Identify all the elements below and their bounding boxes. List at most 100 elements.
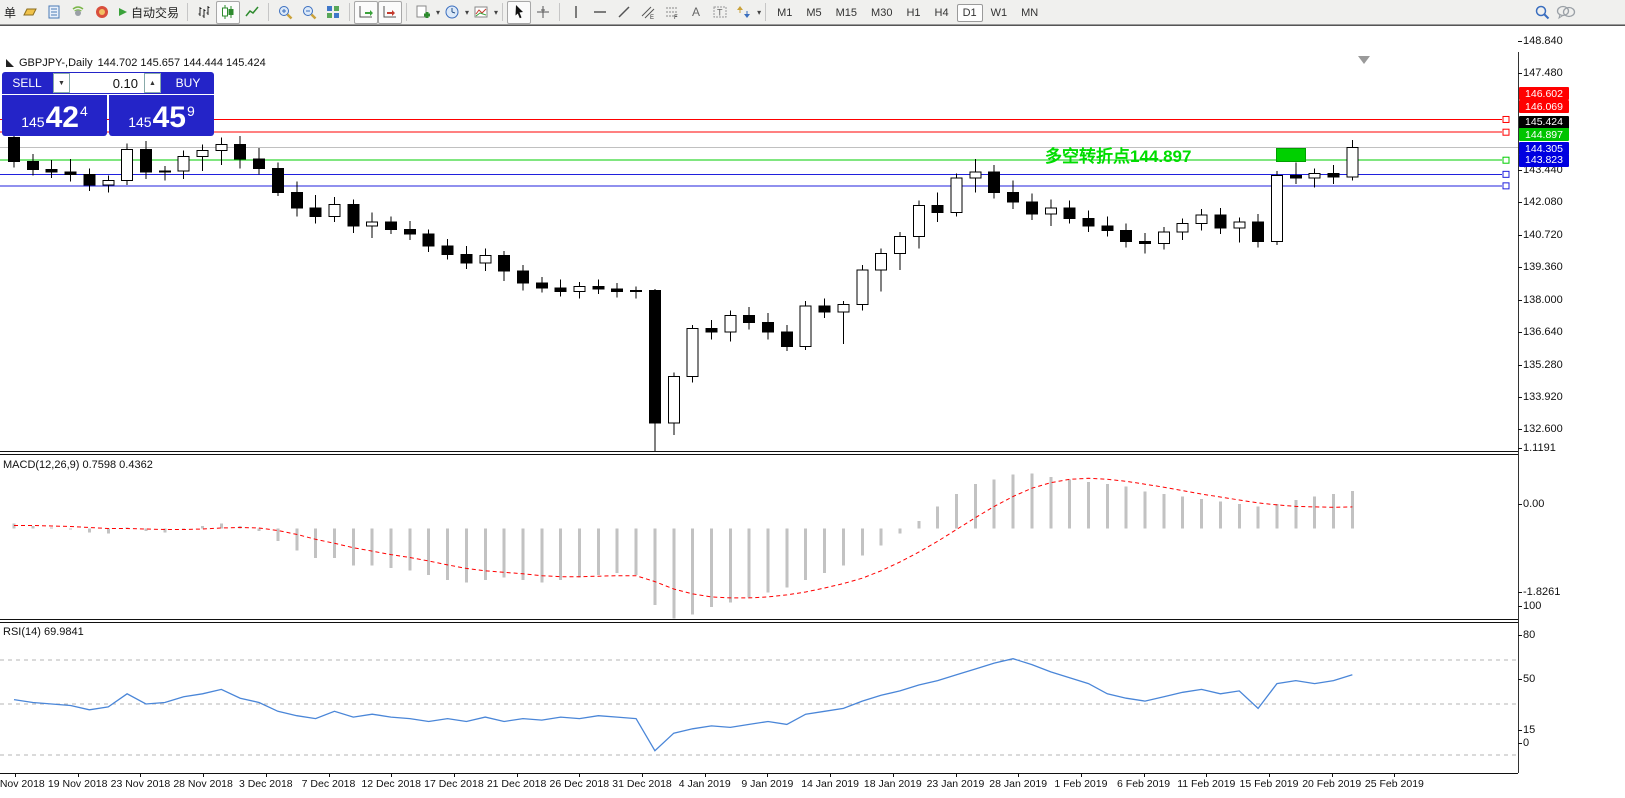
timeframe-w1[interactable]: W1 — [990, 7, 1008, 19]
candle-body[interactable] — [215, 144, 228, 152]
candle-body[interactable] — [611, 288, 624, 293]
candle-body[interactable] — [1063, 207, 1076, 220]
candle-body[interactable] — [83, 173, 96, 186]
vertical-line-icon[interactable] — [564, 1, 588, 24]
chart-shift-marker[interactable] — [1358, 56, 1370, 64]
chat-icon[interactable] — [1554, 1, 1578, 24]
candle-body[interactable] — [516, 270, 529, 284]
candle-body[interactable] — [554, 287, 567, 293]
chevron-down-icon[interactable]: ▾ — [436, 7, 441, 17]
candle-body[interactable] — [403, 228, 416, 235]
zoom-out-icon[interactable] — [297, 1, 321, 24]
candle-body[interactable] — [912, 205, 925, 238]
candle-body[interactable] — [893, 236, 906, 254]
lot-decrease-button[interactable]: ▼ — [53, 73, 70, 93]
candle-body[interactable] — [1214, 214, 1227, 229]
candle-body[interactable] — [64, 171, 77, 175]
timeframe-m30[interactable]: M30 — [871, 7, 893, 19]
candle-body[interactable] — [648, 289, 661, 424]
candle-body[interactable] — [102, 179, 115, 186]
candle-body[interactable] — [347, 203, 360, 227]
new-chart-icon[interactable] — [411, 1, 435, 24]
chevron-down-icon[interactable]: ▾ — [757, 7, 762, 17]
chevron-down-icon[interactable]: ▾ — [465, 7, 470, 17]
buy-price[interactable]: 145 45 9 — [109, 95, 214, 136]
candle-body[interactable] — [460, 253, 473, 264]
candle-body[interactable] — [1195, 214, 1208, 224]
lot-increase-button[interactable]: ▲ — [144, 73, 161, 93]
buy-button[interactable]: BUY — [162, 72, 214, 94]
candle-body[interactable] — [1082, 218, 1095, 227]
timeframe-h4[interactable]: H4 — [934, 7, 949, 19]
zoom-in-icon[interactable] — [273, 1, 297, 24]
new-order-icon[interactable]: 单 — [3, 5, 16, 20]
timeframe-h1[interactable]: H1 — [906, 7, 921, 19]
candle-body[interactable] — [441, 245, 454, 255]
pivot-annotation[interactable]: 多空转折点144.897 — [1045, 147, 1192, 166]
candle-body[interactable] — [988, 171, 1001, 193]
candle-body[interactable] — [385, 221, 397, 230]
candle-body[interactable] — [686, 328, 699, 377]
candle-body[interactable] — [969, 171, 982, 179]
timeframe-m1[interactable]: M1 — [777, 7, 793, 19]
green-highlight-block[interactable] — [1276, 148, 1306, 162]
price-badge[interactable]: 146.602 — [1519, 87, 1569, 101]
line-chart-icon[interactable] — [240, 1, 264, 24]
macd-chart[interactable] — [0, 455, 1518, 619]
candle-body[interactable] — [498, 255, 511, 272]
candle-body[interactable] — [328, 203, 341, 217]
price-chart[interactable] — [0, 52, 1518, 452]
candle-body[interactable] — [667, 375, 680, 424]
auto-scroll-icon[interactable] — [354, 0, 379, 24]
horizontal-line-icon[interactable] — [588, 1, 612, 24]
candle-body[interactable] — [799, 305, 812, 347]
candle-body[interactable] — [139, 148, 152, 173]
candle-body[interactable] — [290, 191, 303, 209]
data-window-icon[interactable] — [42, 1, 66, 24]
crosshair-icon[interactable] — [531, 1, 555, 24]
candle-body[interactable] — [422, 233, 435, 247]
candle-body[interactable] — [158, 170, 171, 173]
chart-shift-icon[interactable] — [378, 0, 403, 24]
candle-body[interactable] — [234, 144, 247, 160]
line-handle[interactable] — [1502, 156, 1510, 164]
pane-separator[interactable] — [0, 619, 1518, 623]
bar-chart-icon[interactable] — [192, 1, 216, 24]
candle-body[interactable] — [705, 328, 718, 333]
trendline-icon[interactable] — [612, 1, 636, 24]
candle-body[interactable] — [253, 158, 266, 169]
candle-body[interactable] — [1270, 175, 1283, 242]
timeframe-mn[interactable]: MN — [1021, 7, 1039, 19]
candle-body[interactable] — [8, 136, 20, 162]
fibonacci-icon[interactable]: F — [660, 1, 684, 24]
text-label-icon[interactable]: T — [708, 1, 732, 24]
candle-body[interactable] — [121, 148, 134, 181]
candlestick-chart-icon[interactable] — [216, 0, 241, 24]
candle-body[interactable] — [1233, 221, 1246, 229]
tile-windows-icon[interactable] — [321, 1, 345, 24]
candle-body[interactable] — [196, 150, 209, 158]
candle-body[interactable] — [780, 331, 793, 347]
candle-body[interactable] — [1139, 240, 1151, 245]
candle-body[interactable] — [1289, 175, 1302, 179]
candle-body[interactable] — [1157, 231, 1170, 245]
arrows-icon[interactable] — [732, 1, 756, 24]
candle-body[interactable] — [856, 269, 869, 306]
equidistant-channel-icon[interactable]: E — [636, 1, 660, 24]
candle-body[interactable] — [818, 305, 831, 313]
candle-body[interactable] — [724, 314, 737, 333]
price-badge[interactable]: 143.823 — [1519, 153, 1569, 167]
pane-separator[interactable] — [0, 451, 1518, 455]
candle-body[interactable] — [1252, 221, 1265, 242]
line-handle[interactable] — [1502, 128, 1510, 136]
candle-body[interactable] — [1120, 230, 1133, 242]
candle-body[interactable] — [1327, 172, 1340, 178]
community-icon[interactable] — [90, 1, 114, 24]
timeframe-m5[interactable]: M5 — [806, 7, 822, 19]
candle-body[interactable] — [931, 205, 944, 214]
timeframe-m15[interactable]: M15 — [835, 7, 858, 19]
candle-body[interactable] — [837, 304, 850, 313]
chevron-down-icon[interactable]: ▾ — [494, 7, 499, 17]
price-badge[interactable]: 144.897 — [1519, 128, 1569, 142]
